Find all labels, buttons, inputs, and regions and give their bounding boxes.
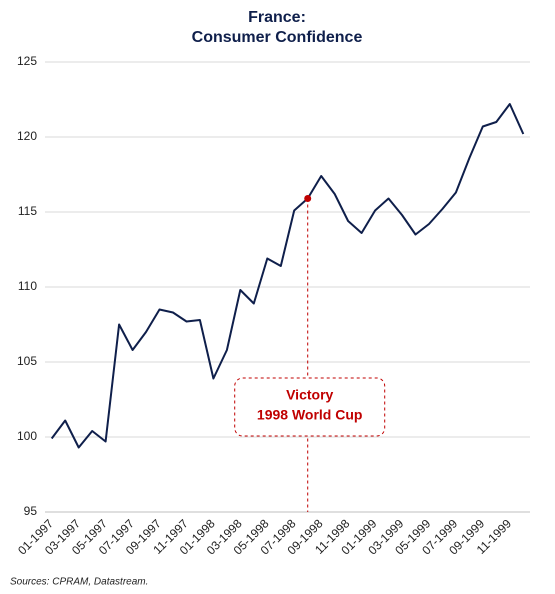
y-tick-label: 125	[17, 54, 37, 68]
y-tick-label: 115	[18, 204, 37, 218]
chart-title: Consumer Confidence	[192, 29, 363, 46]
y-tick-label: 100	[17, 429, 37, 443]
annotation-text: 1998 World Cup	[257, 407, 363, 423]
highlight-point	[304, 195, 312, 202]
y-tick-label: 120	[17, 129, 37, 143]
annotation-box	[234, 377, 386, 437]
data-line	[50, 103, 525, 449]
chart-title: France:	[248, 9, 306, 26]
y-tick-label: 110	[18, 279, 37, 293]
y-tick-label: 105	[17, 354, 37, 368]
annotation-text: Victory	[286, 387, 333, 403]
y-tick-label: 95	[24, 504, 38, 518]
source-note: Sources: CPRAM, Datastream.	[10, 577, 148, 588]
